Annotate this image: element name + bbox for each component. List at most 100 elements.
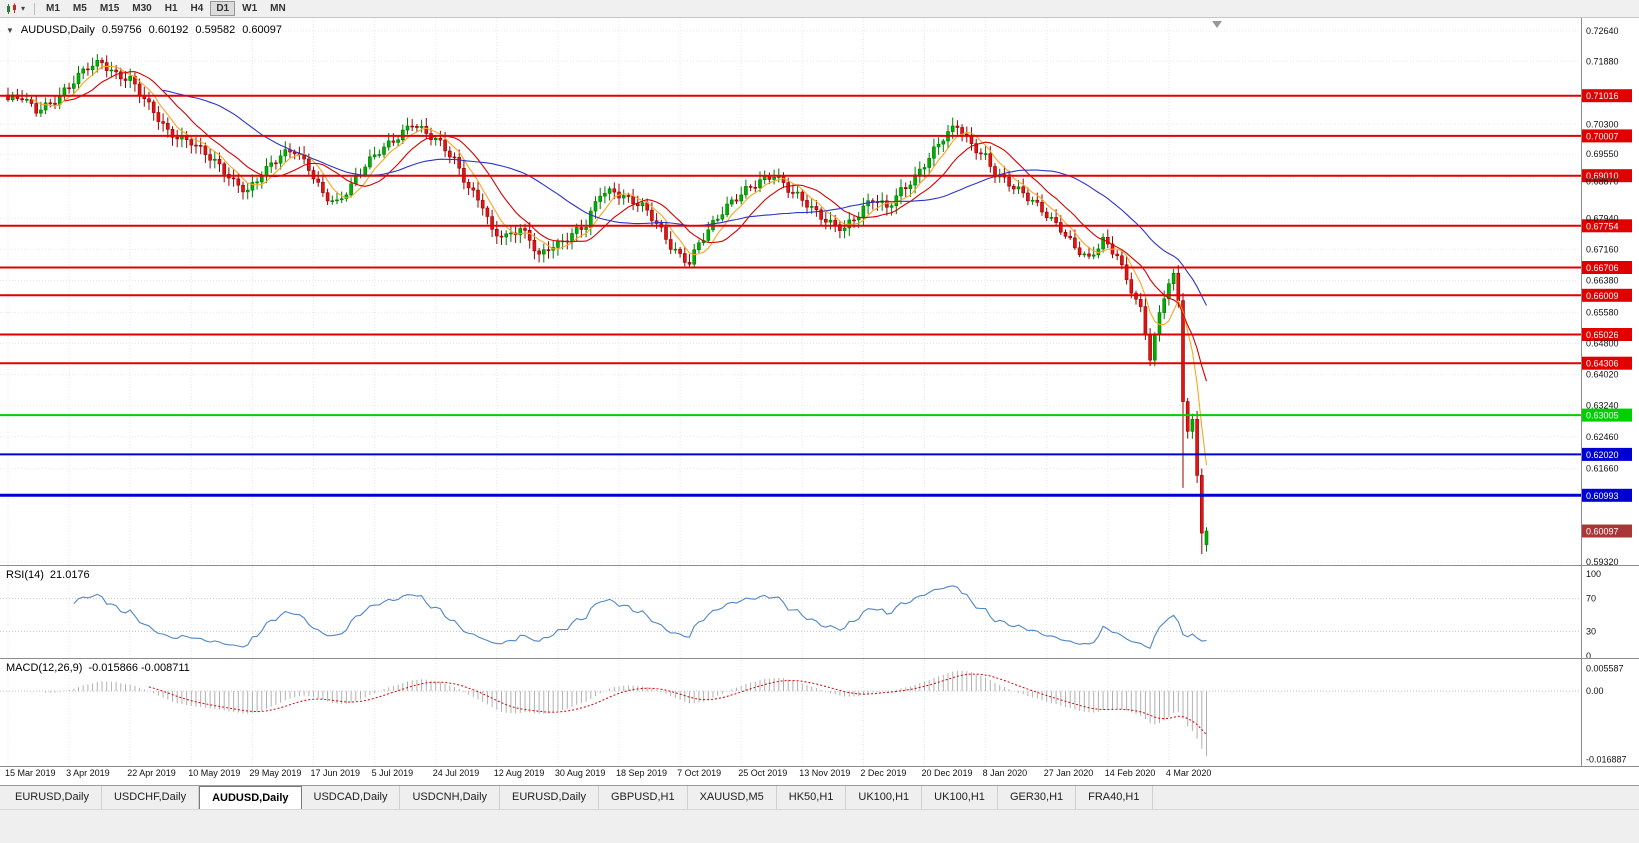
chart-background — [0, 18, 1639, 785]
chart-type-dropdown-caret[interactable]: ▾ — [21, 4, 26, 13]
price-axis[interactable]: 0.71016 0.70007 0.69010 0.67754 0.66706 0.660… — [1582, 26, 1632, 567]
level-price-label: 0.64306 — [1586, 359, 1619, 369]
symbol-tab-ger30-h1[interactable]: GER30,H1 — [998, 786, 1077, 809]
panel-frames — [0, 18, 1639, 767]
level-price-label: 0.60993 — [1586, 491, 1619, 501]
date-label: 15 Mar 2019 — [5, 768, 56, 778]
price-tick-label: 0.67940 — [1586, 213, 1619, 223]
date-label: 27 Jan 2020 — [1044, 768, 1094, 778]
timeframe-button-group: M1 M5 M15 M30 H1 H4 D1 W1 MN — [40, 1, 292, 16]
level-price-tag — [1582, 219, 1632, 233]
level-price-label: 0.67754 — [1586, 221, 1619, 231]
timeframe-button-mn[interactable]: MN — [264, 1, 292, 16]
date-label: 14 Feb 2020 — [1105, 768, 1156, 778]
price-tick-label: 0.70300 — [1586, 119, 1619, 129]
timeframe-button-m1[interactable]: M1 — [40, 1, 66, 16]
date-label: 18 Sep 2019 — [616, 768, 667, 778]
date-label: 7 Oct 2019 — [677, 768, 721, 778]
quote-symbol: AUDUSD,Daily — [20, 24, 95, 36]
time-axis[interactable]: 15 Mar 2019 3 Apr 2019 22 Apr 2019 10 May 2… — [5, 768, 1211, 778]
timeframe-button-w1[interactable]: W1 — [236, 1, 263, 16]
moving-average-13 — [64, 71, 1208, 382]
price-tick-label: 0.62460 — [1586, 432, 1619, 442]
chart-canvas[interactable]: 100 70 30 0 0.005587 0.00 -0.016887 0.71016 0.70… — [0, 18, 1639, 785]
level-price-label: 0.70007 — [1586, 131, 1619, 141]
level-price-label: 0.66009 — [1586, 291, 1619, 301]
level-price-tag — [1582, 328, 1632, 341]
rsi-tick-label: 30 — [1586, 626, 1596, 636]
moving-average-6 — [31, 65, 1208, 466]
quote-line: ▼ AUDUSD,Daily 0.59756 0.60192 0.59582 0… — [6, 24, 282, 36]
symbol-tab-fra40-h1[interactable]: FRA40,H1 — [1076, 786, 1153, 809]
symbol-collapse-icon[interactable]: ▼ — [6, 25, 14, 35]
date-label: 12 Aug 2019 — [494, 768, 545, 778]
price-tick-label: 0.68870 — [1586, 176, 1619, 186]
macd-values: -0.015866 -0.008711 — [88, 662, 190, 674]
level-price-tag — [1582, 356, 1632, 370]
timeframe-button-m15[interactable]: M15 — [94, 1, 125, 16]
symbol-tab-xauusd-m5[interactable]: XAUUSD,M5 — [688, 786, 777, 809]
date-label: 29 May 2019 — [249, 768, 301, 778]
timeframe-button-h1[interactable]: H1 — [159, 1, 184, 16]
status-bar — [0, 809, 1639, 843]
symbol-tab-usdcad-daily[interactable]: USDCAD,Daily — [302, 786, 401, 809]
symbol-tab-bar: EURUSD,Daily USDCHF,Daily AUDUSD,Daily USDC… — [0, 785, 1639, 809]
horizontal-level-lines[interactable] — [0, 94, 1581, 497]
macd-tick-label: 0.005587 — [1586, 664, 1624, 674]
symbol-tab-eurusd-daily[interactable]: EURUSD,Daily — [500, 786, 599, 809]
level-price-tag — [1582, 447, 1632, 461]
chart-shift-marker[interactable] — [1212, 21, 1222, 28]
date-label: 2 Dec 2019 — [860, 768, 906, 778]
macd-name: MACD(12,26,9) — [6, 662, 83, 674]
level-price-label: 0.63005 — [1586, 411, 1619, 421]
macd-panel: 0.005587 0.00 -0.016887 — [0, 664, 1627, 764]
date-label: 17 Jun 2019 — [311, 768, 361, 778]
date-label: 24 Jul 2019 — [433, 768, 480, 778]
rsi-tick-label: 70 — [1586, 594, 1596, 604]
quote-low: 0.59582 — [195, 24, 236, 36]
timeframe-button-m5[interactable]: M5 — [67, 1, 93, 16]
rsi-indicator-label: RSI(14) 21.0176 — [6, 569, 90, 581]
level-price-label: 0.62020 — [1586, 450, 1619, 460]
price-tick-label: 0.72640 — [1586, 26, 1619, 36]
level-price-tag — [1582, 261, 1632, 274]
symbol-tab-hk50-h1[interactable]: HK50,H1 — [777, 786, 847, 809]
date-label: 4 Mar 2020 — [1166, 768, 1212, 778]
symbol-tab-gbpusd-h1[interactable]: GBPUSD,H1 — [599, 786, 688, 809]
rsi-name: RSI(14) — [6, 569, 44, 581]
rsi-tick-label: 100 — [1586, 569, 1601, 579]
symbol-tab-audusd-daily[interactable]: AUDUSD,Daily — [199, 786, 302, 809]
timeframe-button-h4[interactable]: H4 — [185, 1, 210, 16]
symbol-tab-uk100-h1[interactable]: UK100,H1 — [846, 786, 923, 809]
timeframe-button-m30[interactable]: M30 — [126, 1, 157, 16]
price-tick-label: 0.65580 — [1586, 307, 1619, 317]
level-price-tag — [1582, 89, 1632, 103]
date-label: 3 Apr 2019 — [66, 768, 110, 778]
toolbar-separator — [34, 2, 36, 15]
price-tick-label: 0.71880 — [1586, 56, 1619, 66]
level-price-tag — [1582, 488, 1632, 502]
current-price-label: 0.60097 — [1586, 527, 1619, 537]
price-tick-label: 0.59320 — [1586, 557, 1619, 567]
chart-area[interactable]: 100 70 30 0 0.005587 0.00 -0.016887 0.71016 0.70… — [0, 18, 1639, 785]
rsi-panel: 100 70 30 0 — [0, 569, 1601, 661]
date-label: 25 Oct 2019 — [738, 768, 787, 778]
date-label: 20 Dec 2019 — [922, 768, 973, 778]
rsi-value: 21.0176 — [49, 569, 90, 581]
quote-high: 0.60192 — [148, 24, 189, 36]
date-label: 13 Nov 2019 — [799, 768, 850, 778]
timeframe-button-d1[interactable]: D1 — [210, 1, 236, 16]
macd-tick-label: -0.016887 — [1586, 754, 1627, 764]
symbol-tab-usdcnh-daily[interactable]: USDCNH,Daily — [400, 786, 501, 809]
symbol-tab-eurusd-daily[interactable]: EURUSD,Daily — [3, 786, 102, 809]
current-price-tag — [1582, 524, 1632, 538]
level-price-label: 0.65026 — [1586, 330, 1619, 340]
symbol-tab-usdchf-daily[interactable]: USDCHF,Daily — [102, 786, 200, 809]
quote-open: 0.59756 — [101, 24, 142, 36]
level-price-tag — [1582, 408, 1632, 422]
chart-window-icon[interactable] — [4, 2, 20, 15]
symbol-tab-uk100-h1[interactable]: UK100,H1 — [922, 786, 998, 809]
level-price-label: 0.71016 — [1586, 91, 1619, 101]
price-tick-label: 0.69550 — [1586, 149, 1619, 159]
macd-indicator-label: MACD(12,26,9) -0.015866 -0.008711 — [6, 662, 190, 674]
